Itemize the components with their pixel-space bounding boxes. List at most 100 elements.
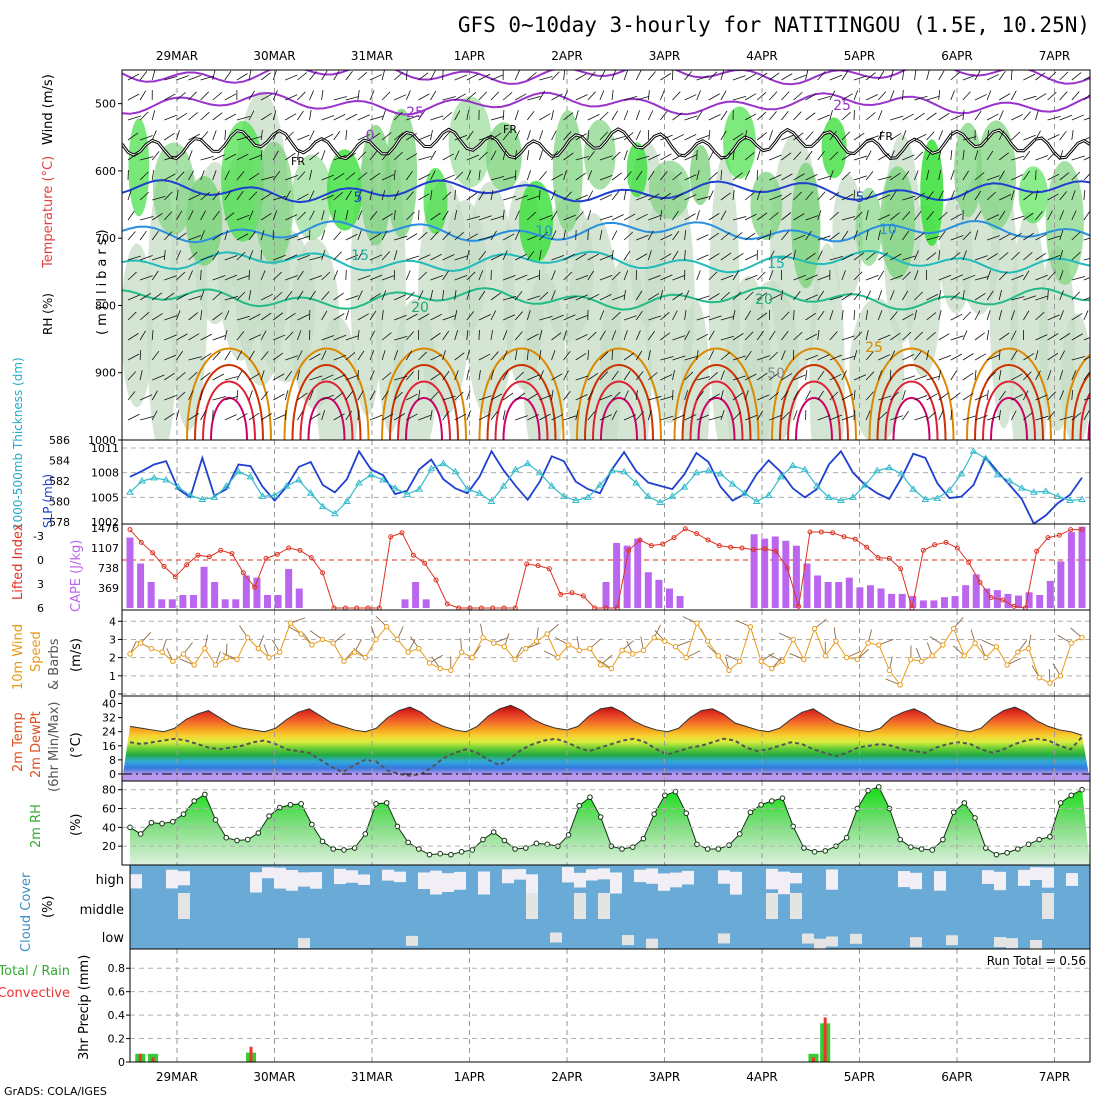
- wind-barb: [490, 370, 495, 381]
- wind-barb: [793, 74, 806, 81]
- wind-barb: [708, 271, 718, 281]
- wind-barb: [200, 170, 205, 181]
- wind-barb: [151, 169, 155, 181]
- wind-barb: [248, 290, 252, 301]
- wind-speed-point: [961, 653, 968, 659]
- wind-barb: [769, 212, 779, 221]
- wind-barb: [756, 271, 766, 281]
- date-label-top: 3APR: [649, 49, 680, 63]
- thickness-point: [632, 479, 641, 486]
- wind-barb: [1083, 173, 1090, 181]
- wind-barb: [490, 116, 505, 121]
- wind-barb: [539, 130, 544, 141]
- wind-barb: [853, 271, 863, 281]
- wind-barb: [648, 395, 662, 401]
- wind-speed-point: [448, 667, 454, 674]
- wind-barb: [672, 414, 685, 421]
- wind-barb: [914, 350, 922, 361]
- precip-convective-bar: [151, 1057, 155, 1062]
- wind-barb: [986, 191, 996, 201]
- wind-barb: [841, 393, 854, 401]
- wind-barb: [635, 110, 641, 121]
- wind-barb: [732, 232, 743, 241]
- wind-barb: [405, 70, 408, 81]
- wind-barb: [962, 190, 968, 201]
- cloud-gap-low: [298, 938, 310, 949]
- boundary-layer-contour: [576, 347, 662, 440]
- wind-barb: [345, 129, 348, 141]
- wind-barb: [393, 190, 400, 201]
- wind-barb: [369, 74, 382, 81]
- wind-barb: [127, 152, 139, 161]
- thickness-point: [993, 470, 1002, 478]
- wind-barb: [635, 170, 643, 181]
- wind-barb: [514, 350, 518, 361]
- wind-barb: [599, 371, 609, 381]
- wind-speed-point: [298, 631, 304, 637]
- wind-barb: [502, 296, 517, 301]
- wind-speed-point: [384, 624, 390, 630]
- wind-barb: [793, 213, 805, 221]
- wind-barb: [853, 309, 856, 321]
- wind-barb: [720, 291, 730, 301]
- wind-barb: [902, 130, 907, 141]
- wind-barb: [587, 190, 594, 201]
- wind-barb: [418, 173, 431, 181]
- cloud-gap-high: [670, 872, 682, 888]
- boundary-layer-contour: [673, 347, 760, 440]
- wind-barb: [926, 70, 930, 81]
- wind-barb: [696, 90, 701, 101]
- wind-barb: [877, 252, 889, 261]
- wind-barb: [369, 293, 381, 301]
- wind-barb: [236, 73, 248, 81]
- wind-barb: [273, 393, 285, 401]
- tick-label: 80: [102, 784, 116, 797]
- wind-barb: [224, 113, 237, 121]
- wind-barb: [563, 390, 571, 401]
- wind-barb: [1071, 389, 1074, 401]
- wind-barb: [551, 290, 556, 301]
- rh-shade-blob: [552, 110, 583, 232]
- wind-barb: [321, 150, 326, 161]
- lifted-index-point: [399, 530, 405, 536]
- wind-barb: [998, 310, 1003, 321]
- wind-barb: [369, 90, 375, 101]
- wind-barb: [369, 414, 383, 421]
- lifted-index-point: [977, 579, 983, 585]
- wind-barb: [466, 92, 477, 101]
- wind-barb: [515, 93, 527, 101]
- wind-barb: [272, 130, 278, 141]
- wind-barb: [430, 275, 444, 281]
- wind-barb: [769, 72, 780, 81]
- wind-barb: [333, 374, 346, 381]
- wind-barb: [829, 211, 839, 221]
- wind-barb: [732, 270, 740, 281]
- wind-barb: [853, 252, 865, 261]
- wind-barb: [950, 190, 955, 201]
- lifted-index-point: [943, 539, 949, 545]
- wind-barb: [660, 73, 672, 81]
- wind-barb: [829, 232, 840, 241]
- ylabel-wind-1: 10m Wind: [11, 624, 26, 690]
- rh-shade-blob: [681, 300, 710, 440]
- wind-barb: [260, 293, 273, 301]
- wind-barb: [1023, 192, 1034, 201]
- thickness-point: [439, 459, 448, 467]
- wind-barb: [1047, 289, 1049, 301]
- wind-barb: [236, 116, 251, 121]
- wind-barb: [1059, 172, 1070, 181]
- wind-barb: [224, 350, 231, 361]
- wind-barb: [139, 191, 149, 201]
- cape-bar: [242, 575, 250, 608]
- wind-barb: [769, 294, 782, 301]
- wind-speed-point: [234, 656, 240, 663]
- wind-barb: [829, 90, 836, 101]
- wind-barb: [890, 415, 904, 421]
- temperature-contour: [122, 70, 1090, 86]
- wind-barb: [260, 312, 272, 321]
- rh-point: [405, 839, 411, 846]
- wind-barb: [151, 350, 160, 361]
- wind-barb: [127, 391, 136, 401]
- wind-barb: [514, 110, 519, 121]
